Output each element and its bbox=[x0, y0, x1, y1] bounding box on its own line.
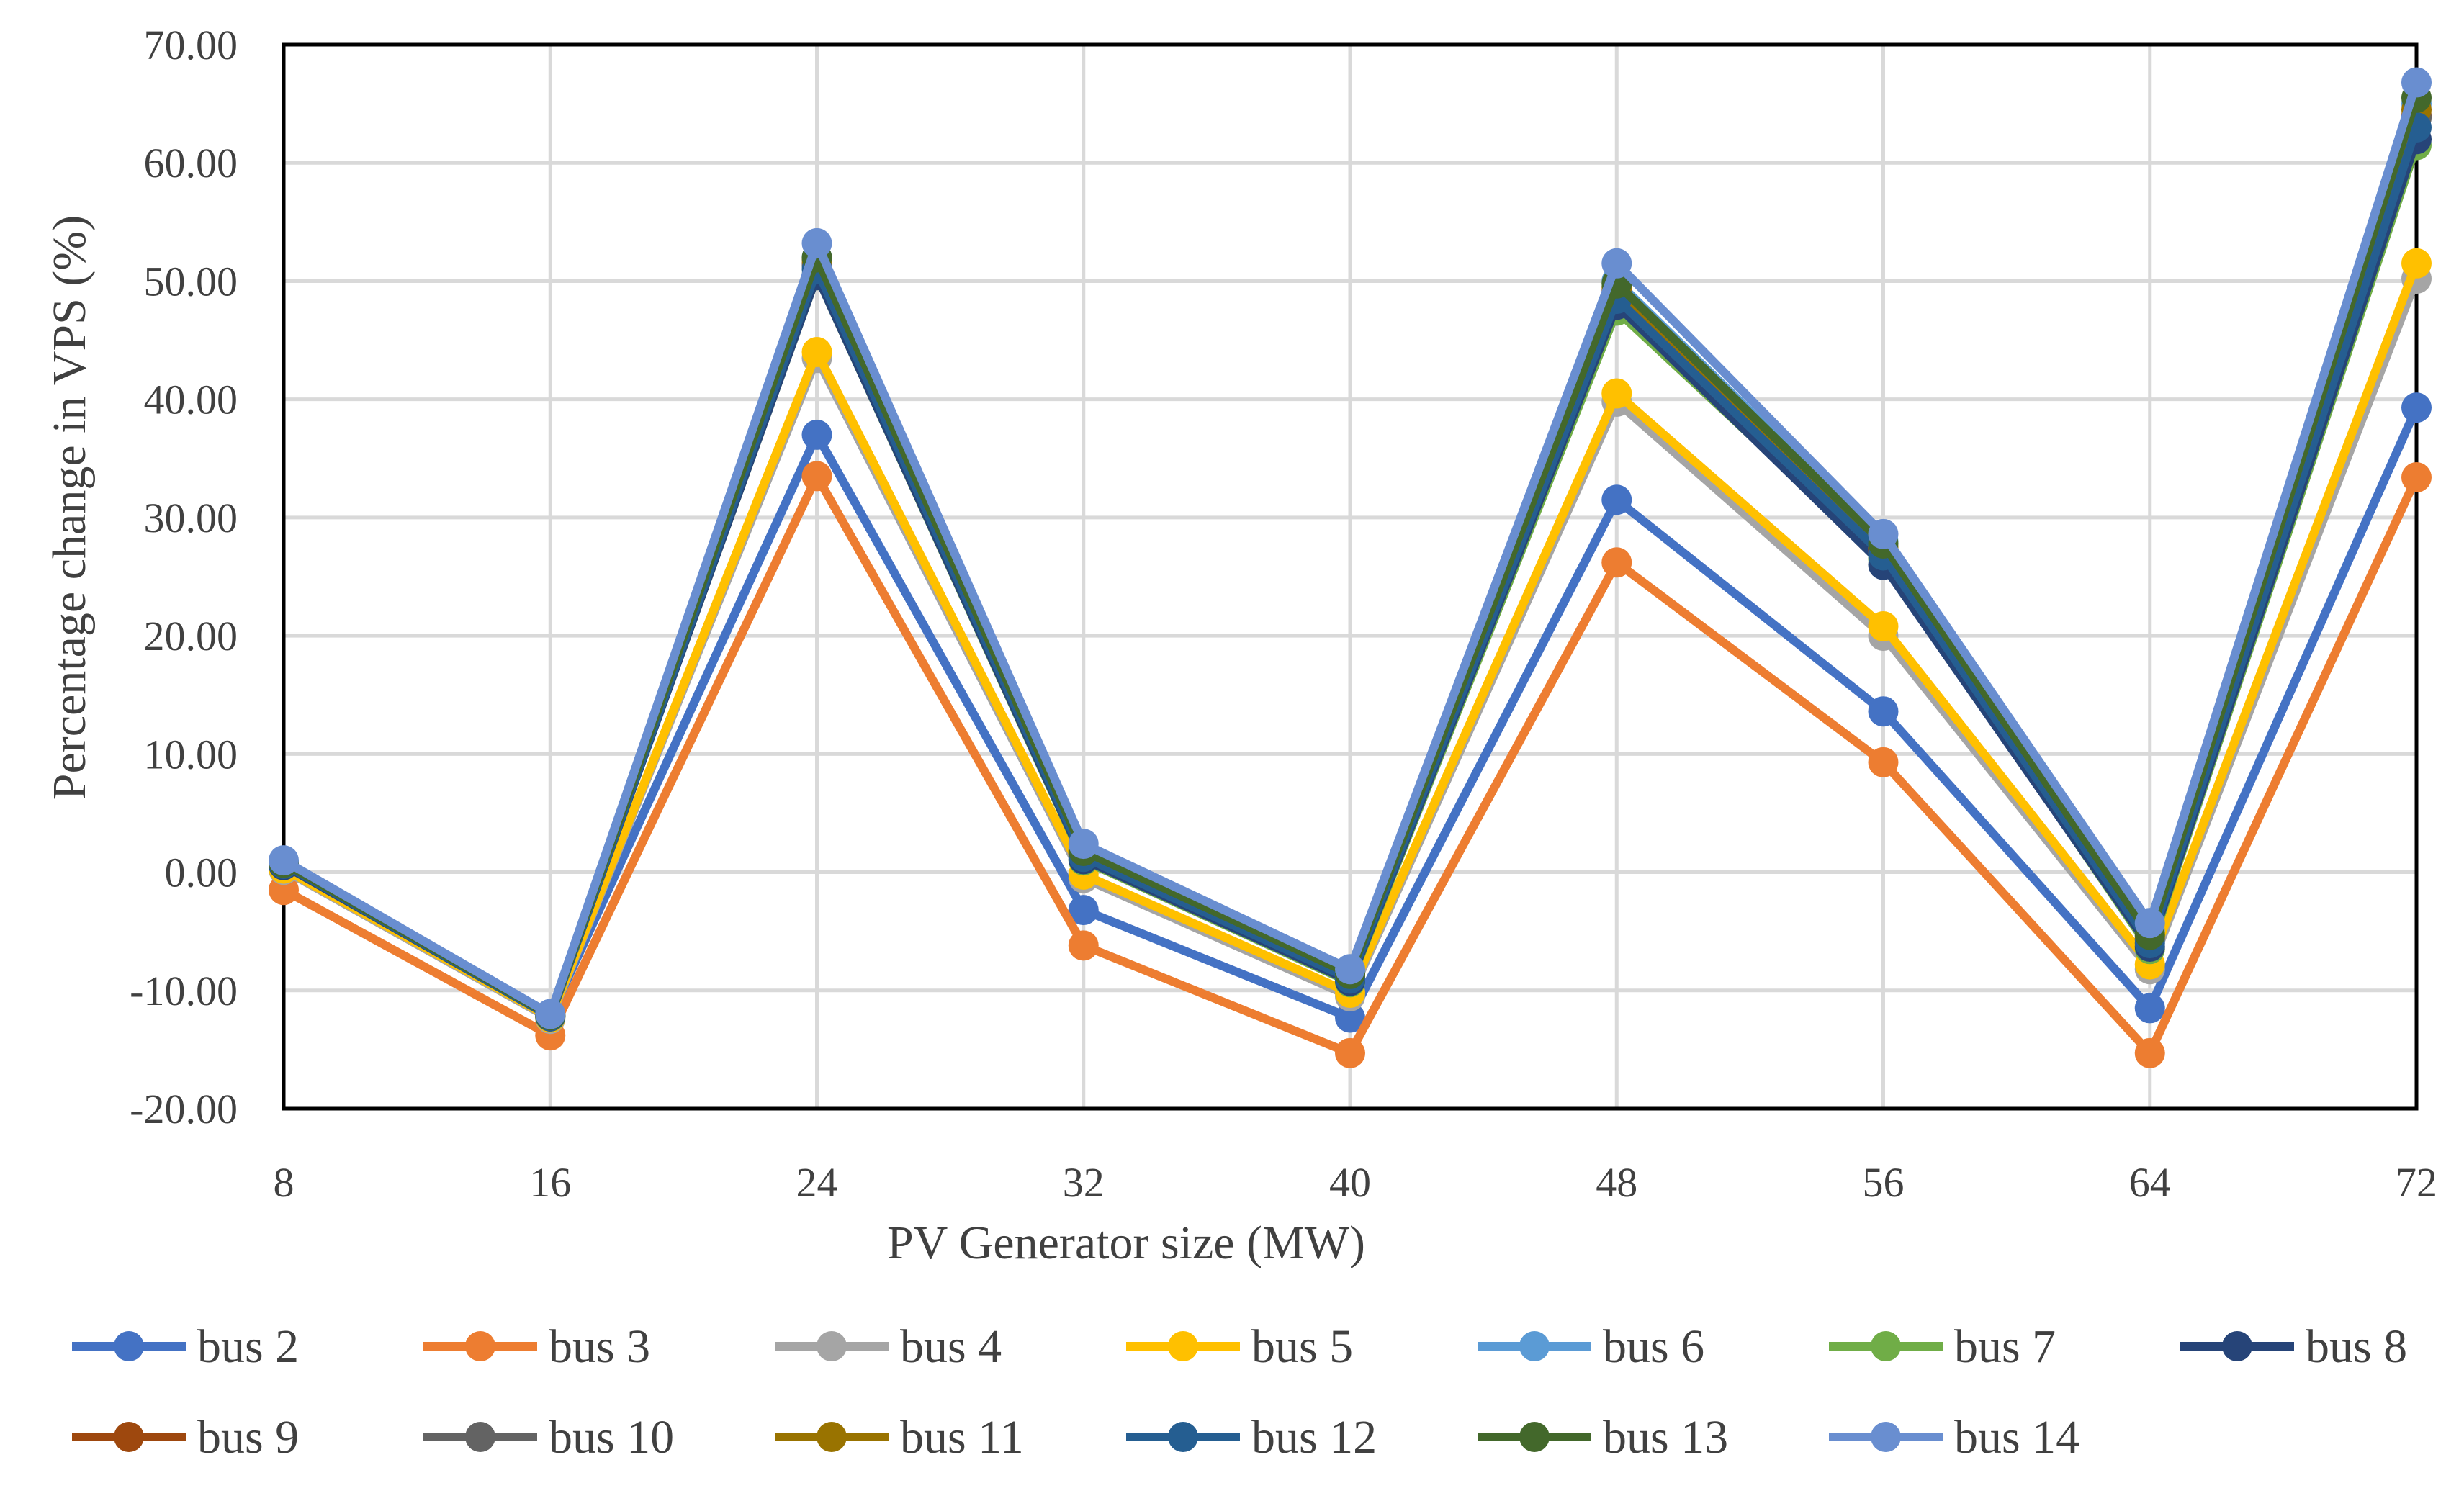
data-point bbox=[535, 999, 566, 1029]
legend-marker bbox=[114, 1331, 144, 1361]
legend-item: bus 11 bbox=[775, 1411, 1024, 1464]
legend-label: bus 8 bbox=[2306, 1320, 2407, 1373]
data-point bbox=[1601, 547, 1632, 578]
legend-label: bus 14 bbox=[1954, 1411, 2079, 1464]
x-tick-label: 64 bbox=[2129, 1159, 2171, 1206]
legend-item: bus 8 bbox=[2180, 1320, 2407, 1373]
legend-marker bbox=[465, 1331, 495, 1361]
data-point bbox=[1068, 829, 1099, 860]
legend-label: bus 2 bbox=[197, 1320, 299, 1373]
data-point bbox=[2401, 67, 2432, 98]
legend-marker bbox=[817, 1331, 847, 1361]
legend-item: bus 2 bbox=[72, 1320, 299, 1373]
legend-label: bus 5 bbox=[1251, 1320, 1353, 1373]
legend-marker bbox=[1168, 1331, 1198, 1361]
x-tick-label: 72 bbox=[2396, 1159, 2437, 1206]
data-point bbox=[1868, 610, 1899, 641]
legend-item: bus 5 bbox=[1126, 1320, 1353, 1373]
series-bus-14 bbox=[269, 67, 2432, 1029]
legend-label: bus 6 bbox=[1603, 1320, 1704, 1373]
legend-label: bus 7 bbox=[1954, 1320, 2056, 1373]
x-tick-label: 32 bbox=[1063, 1159, 1105, 1206]
legend-item: bus 6 bbox=[1478, 1320, 1704, 1373]
data-point bbox=[801, 227, 832, 258]
legend-marker bbox=[114, 1422, 144, 1452]
data-point bbox=[1601, 378, 1632, 409]
y-tick-label: 0.00 bbox=[165, 849, 238, 896]
x-tick-label: 40 bbox=[1329, 1159, 1371, 1206]
data-point bbox=[1068, 930, 1099, 961]
legend-marker bbox=[2222, 1331, 2252, 1361]
legend-marker bbox=[1871, 1331, 1901, 1361]
legend-label: bus 13 bbox=[1603, 1411, 1728, 1464]
data-point bbox=[801, 419, 832, 450]
legend-label: bus 3 bbox=[549, 1320, 650, 1373]
legend: bus 2 bus 3 bus 4 bus 5 bus 6 bus 7 bus 8 bus 9… bbox=[72, 1320, 2407, 1464]
legend-item: bus 12 bbox=[1126, 1411, 1377, 1464]
data-point bbox=[1068, 895, 1099, 926]
y-axis-title: Percentage change in VPS (%) bbox=[43, 215, 96, 801]
y-tick-label: 30.00 bbox=[144, 495, 238, 541]
legend-label: bus 10 bbox=[549, 1411, 674, 1464]
data-point bbox=[1868, 696, 1899, 727]
legend-label: bus 4 bbox=[900, 1320, 1002, 1373]
data-point bbox=[1335, 1002, 1365, 1033]
data-point bbox=[801, 461, 832, 492]
legend-item: bus 10 bbox=[423, 1411, 674, 1464]
legend-label: bus 9 bbox=[197, 1411, 299, 1464]
data-point bbox=[2134, 908, 2165, 939]
legend-marker bbox=[817, 1422, 847, 1452]
legend-marker bbox=[1168, 1422, 1198, 1452]
data-point bbox=[2134, 1037, 2165, 1068]
y-tick-label: 70.00 bbox=[144, 22, 238, 68]
legend-label: bus 11 bbox=[900, 1411, 1024, 1464]
plot-area-frame bbox=[282, 42, 2419, 1111]
data-point bbox=[1868, 747, 1899, 777]
legend-marker bbox=[1519, 1331, 1550, 1361]
data-point bbox=[1601, 484, 1632, 515]
y-tick-label: 60.00 bbox=[144, 140, 238, 186]
legend-marker bbox=[1519, 1422, 1550, 1452]
x-tick-label: 56 bbox=[1863, 1159, 1905, 1206]
x-tick-label: 48 bbox=[1596, 1159, 1637, 1206]
legend-item: bus 13 bbox=[1478, 1411, 1728, 1464]
y-tick-label: 10.00 bbox=[144, 731, 238, 777]
data-point bbox=[1868, 518, 1899, 549]
y-tick-label: -10.00 bbox=[130, 968, 238, 1014]
data-point bbox=[1335, 1037, 1365, 1068]
data-point bbox=[2401, 248, 2432, 279]
x-tick-label: 16 bbox=[529, 1159, 571, 1206]
data-point bbox=[1335, 954, 1365, 985]
y-tick-label: 50.00 bbox=[144, 258, 238, 305]
data-point bbox=[269, 845, 299, 876]
x-axis-tick-labels: 8 16 24 32 40 48 56 64 72 bbox=[274, 1159, 2438, 1206]
legend-marker bbox=[465, 1422, 495, 1452]
y-tick-label: 20.00 bbox=[144, 613, 238, 659]
data-point bbox=[2401, 462, 2432, 493]
series-group bbox=[269, 67, 2432, 1068]
x-tick-label: 8 bbox=[274, 1159, 294, 1206]
legend-item: bus 14 bbox=[1829, 1411, 2079, 1464]
data-point bbox=[801, 336, 832, 367]
x-tick-label: 24 bbox=[796, 1159, 838, 1206]
data-point bbox=[1601, 248, 1632, 279]
legend-item: bus 7 bbox=[1829, 1320, 2056, 1373]
legend-item: bus 3 bbox=[423, 1320, 650, 1373]
y-tick-label: 40.00 bbox=[144, 377, 238, 423]
legend-label: bus 12 bbox=[1251, 1411, 1377, 1464]
data-point bbox=[2401, 392, 2432, 423]
data-point bbox=[2134, 993, 2165, 1024]
legend-item: bus 4 bbox=[775, 1320, 1002, 1373]
legend-marker bbox=[1871, 1422, 1901, 1452]
legend-item: bus 9 bbox=[72, 1411, 299, 1464]
y-axis-tick-labels: 70.00 60.00 50.00 40.00 30.00 20.00 10.00 0.00 -… bbox=[130, 22, 238, 1132]
x-axis-title: PV Generator size (MW) bbox=[887, 1217, 1365, 1269]
y-tick-label: -20.00 bbox=[130, 1086, 238, 1132]
